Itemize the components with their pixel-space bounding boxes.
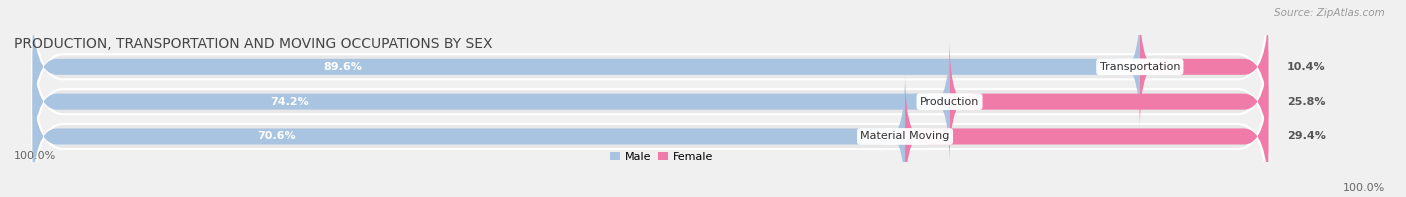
- FancyBboxPatch shape: [32, 40, 949, 163]
- FancyBboxPatch shape: [32, 5, 1140, 128]
- Text: 25.8%: 25.8%: [1286, 97, 1326, 107]
- FancyBboxPatch shape: [32, 27, 1268, 176]
- FancyBboxPatch shape: [32, 75, 905, 197]
- FancyBboxPatch shape: [905, 75, 1268, 197]
- Legend: Male, Female: Male, Female: [606, 147, 717, 166]
- Text: Source: ZipAtlas.com: Source: ZipAtlas.com: [1274, 8, 1385, 18]
- FancyBboxPatch shape: [1140, 5, 1268, 128]
- FancyBboxPatch shape: [949, 40, 1268, 163]
- FancyBboxPatch shape: [32, 62, 1268, 197]
- Text: 10.4%: 10.4%: [1286, 62, 1326, 72]
- Text: Material Moving: Material Moving: [860, 131, 949, 141]
- Text: 70.6%: 70.6%: [257, 131, 297, 141]
- Text: Transportation: Transportation: [1099, 62, 1180, 72]
- Text: PRODUCTION, TRANSPORTATION AND MOVING OCCUPATIONS BY SEX: PRODUCTION, TRANSPORTATION AND MOVING OC…: [14, 36, 492, 50]
- FancyBboxPatch shape: [32, 0, 1268, 141]
- Text: 89.6%: 89.6%: [323, 62, 363, 72]
- Text: 74.2%: 74.2%: [270, 97, 309, 107]
- Text: 29.4%: 29.4%: [1286, 131, 1326, 141]
- Text: 100.0%: 100.0%: [1343, 183, 1385, 193]
- Text: 100.0%: 100.0%: [14, 151, 56, 161]
- Text: Production: Production: [920, 97, 979, 107]
